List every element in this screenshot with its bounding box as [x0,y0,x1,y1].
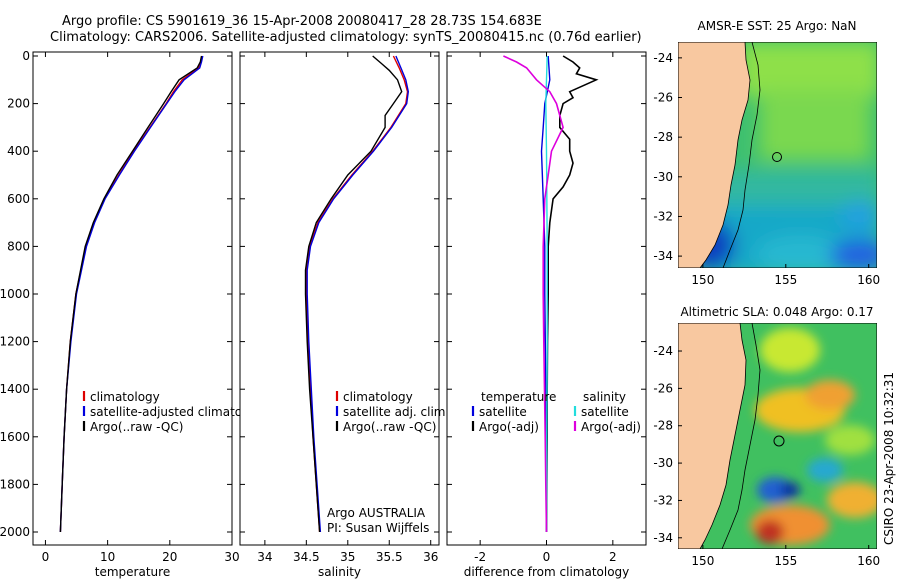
sla-map-ytick-label: -28 [653,419,673,433]
map-axes: 150 155 160 -24 -26 -28 -30 -32 -34 150 155 160 -24 -… [653,51,880,568]
sla-map-xtick-label: 155 [774,554,797,568]
difference-series-line [545,55,548,533]
sla-map-field [750,328,877,545]
title-line-2: Climatology: CARS2006. Satellite-adjuste… [50,30,642,45]
sst-map-ytick-label: -26 [653,91,673,105]
sst-map-ytick-label: -28 [653,130,673,144]
sst-map-float-marker [772,152,782,162]
sst-map-ytick-label: -30 [653,170,673,184]
salinity-series-line [305,55,409,533]
sla-map-title: Altimetric SLA: 0.048 Argo: 0.17 [680,305,873,319]
difference-legend-label: Argo(-adj) [479,420,539,434]
difference-xtick-label: 2 [609,550,617,564]
temperature-legend-label: climatology [90,390,160,404]
salinity-axes-frame [239,51,440,546]
sla-map-ytick-label: -32 [653,493,673,507]
difference-series-group [503,55,599,533]
owner-annotation: Argo AUSTRALIA [327,506,426,520]
depth-tick-label: 1200 [0,335,30,349]
sst-map-xtick-label: 150 [691,273,714,287]
difference-xtick-label: 0 [543,550,551,564]
sst-map-ytick-label: -34 [653,249,673,263]
sla-map-ytick-label: -30 [653,456,673,470]
profile-panels: 0 10 20 30temperature0200400600800100012001… [0,49,647,579]
depth-tick-label: 400 [7,144,30,158]
salinity-series-group [304,55,410,533]
depth-tick-label: 1400 [0,382,30,396]
sla-map-land [678,323,747,549]
sst-map [678,42,877,268]
salinity-xtick-label: 34 [257,550,272,564]
temperature-xtick-label: 0 [42,550,50,564]
difference-xtick-label: -2 [474,550,486,564]
sla-map [678,323,877,549]
salinity-panel: 34 34.5 35 35.5 36 salinity climatologysatelli… [239,51,449,579]
sst-map-isobath [722,42,761,268]
salinity-series-line [306,55,410,533]
depth-tick-label: 2000 [0,525,30,539]
salinity-series-line [304,55,403,533]
depth-tick-label: 800 [7,239,30,253]
timestamp-stamp: CSIRO 23-Apr-2008 10:32:31 [882,372,896,545]
temperature-series-group [59,55,204,533]
salinity-xtick-label: 35 [340,550,355,564]
difference-legend-label: satellite [479,405,527,419]
sla-map-ytick-label: -24 [653,344,673,358]
sla-map-isobath [721,323,761,549]
temperature-xtick-label: 30 [224,550,239,564]
difference-legend-label: Argo(-adj) [581,420,641,434]
sst-map-ytick-label: -32 [653,209,673,223]
sla-map-ytick-label: -34 [653,531,673,545]
temperature-axes-frame [32,51,233,546]
difference-legend-label: satellite [581,405,629,419]
salinity-legend-label: satellite adj. clim. [343,405,449,419]
difference-series-line [503,55,564,533]
temperature-legend-label: satellite-adjusted climatology [90,405,268,419]
temperature-legend-label: Argo(..raw -QC) [90,420,183,434]
sst-map-ytick-label: -24 [653,51,673,65]
sst-map-xtick-label: 155 [774,273,797,287]
title-line-1: Argo profile: CS 5901619_36 15-Apr-2008 … [62,14,542,29]
depth-tick-label: 1000 [0,287,30,301]
salinity-xlabel: salinity [318,565,361,579]
sla-map-ytick-label: -26 [653,381,673,395]
difference-xlabel: difference from climatology [464,565,630,579]
temperature-xlabel: temperature [95,565,170,579]
temperature-panel: 0 10 20 30 temperature 0 200 400 600 800 1000 1200 1… [0,49,268,579]
temperature-xtick-label: 20 [162,550,177,564]
depth-tick-label: 200 [7,97,30,111]
temperature-xtick-label: 10 [100,550,115,564]
depth-tick-label: 1600 [0,430,30,444]
salinity-xtick-label: 35.5 [376,550,403,564]
sla-map-xtick-label: 160 [857,554,880,568]
sst-map-title: AMSR-E SST: 25 Argo: NaN [698,19,857,33]
owner-annotation: PI: Susan Wijffels [327,521,429,535]
depth-tick-label: 0 [22,49,30,63]
temperature-series-line [59,55,203,533]
salinity-xtick-label: 36 [423,550,438,564]
depth-tick-label: 600 [7,192,30,206]
difference-legend-label: temperature [481,390,556,404]
salinity-legend-label: Argo(..raw -QC) [343,420,436,434]
depth-tick-label: 1800 [0,477,30,491]
sla-map-xtick-label: 150 [691,554,714,568]
salinity-legend-label: climatology [343,390,413,404]
sla-map-float-marker [773,435,785,447]
sst-map-xtick-label: 160 [857,273,880,287]
difference-legend-label: salinity [583,390,626,404]
salinity-xtick-label: 34.5 [293,550,320,564]
